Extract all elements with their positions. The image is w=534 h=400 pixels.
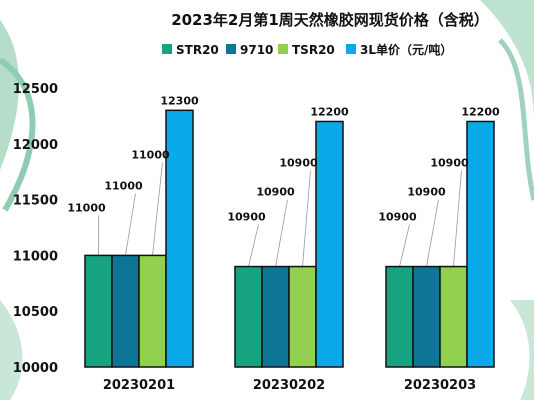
- data-labels: 11000 11000 11000 12300 10900 10900 10900 12200…: [67, 94, 500, 223]
- data-label-1-1: 10900: [256, 186, 295, 199]
- bar-1-0: [234, 265, 263, 368]
- bar-2-1: [412, 265, 441, 368]
- x-tick-label-2: 20230203: [404, 378, 476, 393]
- bar-2-0: [385, 265, 414, 368]
- data-label-0-3: 12300: [160, 94, 199, 107]
- y-tick-label-4: 12000: [13, 138, 58, 153]
- data-label-2-3: 12200: [461, 105, 500, 118]
- leader-line-0-2: [152, 162, 163, 256]
- data-label-0-1: 11000: [104, 179, 143, 192]
- bars: [84, 109, 495, 368]
- leader-line-2-1: [426, 199, 439, 267]
- legend-swatch-0: [162, 44, 172, 54]
- y-tick-label-2: 11000: [13, 249, 58, 264]
- y-tick-label-3: 11500: [13, 194, 58, 209]
- legend-label-2: TSR20: [292, 43, 335, 57]
- y-tick-label-0: 10000: [13, 361, 58, 376]
- data-label-1-0: 10900: [227, 211, 266, 224]
- leader-line-2-2: [453, 170, 462, 267]
- bar-2-2: [439, 265, 468, 368]
- y-axis: 10000 10500 11000 11500 12000 12500: [13, 82, 58, 376]
- data-label-2-0: 10900: [378, 211, 417, 224]
- leader-line-0-1: [125, 193, 136, 256]
- legend-swatch-3: [346, 44, 356, 54]
- chart-title: 2023年2月第1周天然橡胶网现货价格（含税）: [171, 11, 489, 29]
- data-label-1-3: 12200: [310, 105, 349, 118]
- x-axis: 20230201 20230202 20230203: [103, 378, 476, 393]
- bar-0-2: [138, 254, 167, 368]
- bar-1-1: [261, 265, 290, 368]
- leader-line-1-1: [275, 199, 288, 267]
- y-tick-label-5: 12500: [13, 82, 58, 97]
- data-label-leaders: [98, 162, 462, 267]
- bar-0-0: [84, 254, 113, 368]
- x-tick-label-1: 20230202: [253, 378, 325, 393]
- data-label-1-2: 10900: [279, 157, 318, 170]
- legend: STR20 9710 TSR20 3L单价（元/吨）: [162, 42, 452, 57]
- data-label-2-2: 10900: [430, 157, 469, 170]
- x-tick-label-0: 20230201: [103, 378, 175, 393]
- bar-2-3: [466, 120, 495, 368]
- bar-0-1: [111, 254, 140, 368]
- leader-line-1-2: [302, 170, 311, 267]
- legend-swatch-1: [226, 44, 236, 54]
- bar-1-2: [288, 265, 317, 368]
- bar-0-3: [165, 109, 194, 368]
- legend-label-3: 3L单价（元/吨）: [360, 42, 452, 57]
- leader-line-2-0: [399, 224, 410, 267]
- y-tick-label-1: 10500: [13, 305, 58, 320]
- bar-1-3: [315, 120, 344, 368]
- data-label-0-2: 11000: [131, 148, 170, 161]
- data-label-0-0: 11000: [67, 201, 106, 214]
- legend-swatch-2: [278, 44, 288, 54]
- leader-line-1-0: [248, 224, 259, 267]
- legend-label-1: 9710: [240, 43, 273, 57]
- legend-label-0: STR20: [176, 43, 219, 57]
- data-label-2-1: 10900: [407, 186, 446, 199]
